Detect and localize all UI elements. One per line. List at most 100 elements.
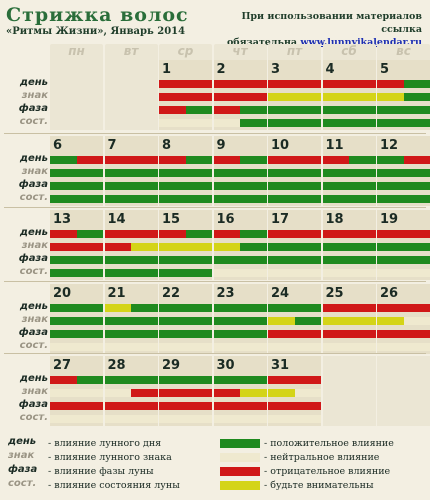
influence-segment-positive (50, 269, 103, 277)
influence-segment-negative (377, 80, 404, 88)
day-cell[interactable]: 19 (377, 210, 430, 280)
influence-bar (50, 156, 103, 164)
influence-bar (322, 330, 376, 338)
day-number: 17 (271, 212, 290, 227)
legend-color-text-1: - нейтральное влияние (264, 452, 380, 463)
influence-segment-neutral (104, 389, 131, 397)
day-cell[interactable]: 1 (159, 60, 212, 130)
day-cell[interactable]: 21 (104, 284, 158, 354)
influence-segment-positive (240, 230, 267, 238)
week-separator (4, 133, 426, 134)
row-label-2: фаза (18, 327, 48, 338)
day-cell[interactable]: 27 (50, 356, 103, 426)
day-number: 2 (216, 62, 226, 77)
day-cell[interactable]: 17 (268, 210, 321, 280)
influence-segment-positive (159, 317, 212, 325)
influence-segment-negative (322, 330, 376, 338)
influence-segment-positive (322, 106, 376, 114)
influence-bar (159, 304, 212, 312)
day-cell[interactable]: 13 (50, 210, 103, 280)
day-cell[interactable]: 9 (213, 136, 267, 206)
day-cell[interactable]: 31 (268, 356, 321, 426)
row-label-2: фаза (18, 103, 48, 114)
day-cell[interactable]: 15 (159, 210, 212, 280)
day-cell[interactable]: 22 (159, 284, 212, 354)
day-cell[interactable]: 23 (213, 284, 267, 354)
influence-segment-negative (213, 106, 240, 114)
influence-segment-positive (104, 256, 158, 264)
influence-bar (213, 343, 267, 351)
influence-segment-positive (131, 304, 158, 312)
influence-bar (377, 330, 430, 338)
copyright-notice: При использовании материалов ссылка обяз… (212, 10, 422, 49)
day-number: 16 (216, 212, 235, 227)
day-cell[interactable]: 5 (377, 60, 430, 130)
day-cell[interactable]: 20 (50, 284, 103, 354)
influence-bar (268, 389, 321, 397)
influence-bar (322, 80, 376, 88)
notice-link[interactable]: www.lunnyjkalendar.ru (300, 37, 422, 48)
day-cell[interactable]: 3 (268, 60, 321, 130)
influence-segment-positive (104, 169, 158, 177)
influence-segment-positive (213, 330, 267, 338)
influence-segment-positive (213, 256, 267, 264)
influence-segment-positive (213, 376, 267, 384)
week-separator (4, 353, 426, 354)
day-cell[interactable]: 7 (104, 136, 158, 206)
influence-segment-positive (104, 269, 158, 277)
influence-bar (213, 93, 267, 101)
influence-segment-negative (322, 304, 376, 312)
day-cell[interactable]: 24 (268, 284, 321, 354)
day-cell[interactable]: 18 (322, 210, 376, 280)
influence-segment-attention (377, 93, 404, 101)
influence-segment-neutral (268, 343, 321, 351)
weekday-4: пт (268, 44, 321, 62)
influence-bar (104, 330, 158, 338)
influence-bar (159, 269, 212, 277)
influence-segment-attention (268, 93, 321, 101)
day-cell[interactable]: 2 (213, 60, 267, 130)
influence-segment-negative (213, 402, 267, 410)
influence-bar (159, 330, 212, 338)
day-cell[interactable]: 30 (213, 356, 267, 426)
influence-bar (104, 389, 158, 397)
influence-segment-positive (322, 119, 376, 127)
day-cell[interactable]: 8 (159, 136, 212, 206)
influence-bar (213, 256, 267, 264)
row-label-0: день (19, 373, 48, 384)
influence-segment-positive (377, 256, 430, 264)
row-label-3: сост. (19, 266, 48, 277)
day-cell[interactable]: 4 (322, 60, 376, 130)
influence-bar (268, 93, 321, 101)
influence-segment-neutral (403, 317, 430, 325)
day-cell[interactable]: 12 (377, 136, 430, 206)
day-number: 14 (107, 212, 126, 227)
row-label-2: фаза (18, 179, 48, 190)
influence-segment-positive (213, 182, 267, 190)
day-number: 26 (380, 286, 399, 301)
day-cell[interactable]: 25 (322, 284, 376, 354)
influence-segment-positive (377, 195, 430, 203)
day-cell[interactable]: 29 (159, 356, 212, 426)
influence-segment-neutral (377, 269, 430, 277)
notice-line-2: обязательна (226, 37, 298, 48)
day-number: 22 (162, 286, 181, 301)
day-cell (104, 60, 158, 130)
day-cell[interactable]: 10 (268, 136, 321, 206)
influence-bar (50, 376, 103, 384)
day-cell[interactable]: 26 (377, 284, 430, 354)
day-cell[interactable]: 14 (104, 210, 158, 280)
influence-segment-neutral (213, 119, 240, 127)
influence-bar (159, 389, 212, 397)
day-cell[interactable]: 11 (322, 136, 376, 206)
day-cell[interactable]: 6 (50, 136, 103, 206)
influence-bar (50, 256, 103, 264)
day-number: 6 (53, 138, 63, 153)
legend-swatch-positive (220, 439, 260, 448)
influence-segment-positive (50, 182, 103, 190)
influence-bar (268, 119, 321, 127)
influence-bar (213, 106, 267, 114)
influence-segment-attention (322, 93, 376, 101)
day-cell[interactable]: 28 (104, 356, 158, 426)
day-cell[interactable]: 16 (213, 210, 267, 280)
